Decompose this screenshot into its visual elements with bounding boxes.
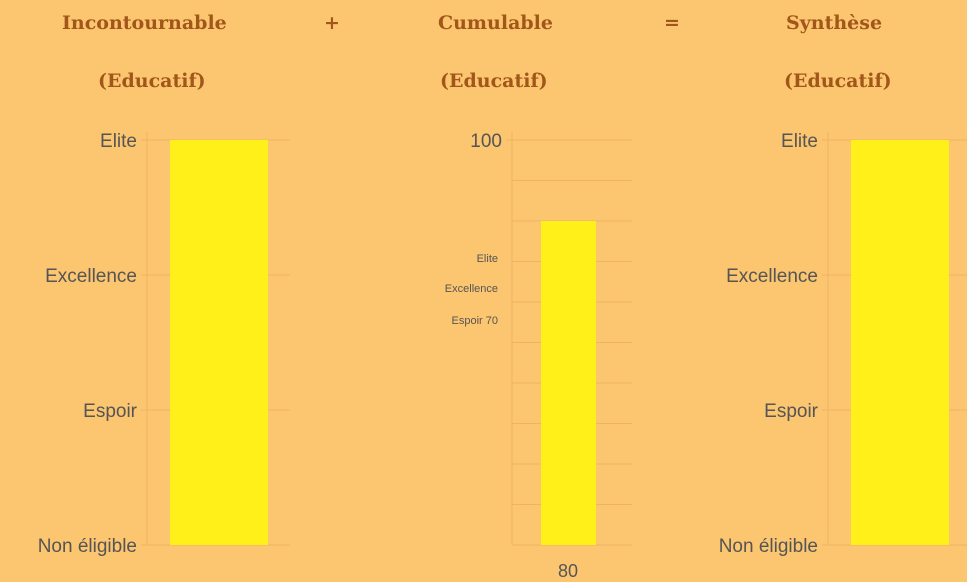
annotation-label: Elite xyxy=(477,253,498,265)
y-tick-label: Elite xyxy=(781,131,818,152)
y-tick-label: Elite xyxy=(100,131,137,152)
col2-subtitle: (Educatif) xyxy=(440,70,548,92)
col2-title: Cumulable xyxy=(438,12,553,34)
col1-title: Incontournable xyxy=(62,12,227,34)
y-tick-label: Non éligible xyxy=(38,536,137,557)
plus-sign: + xyxy=(324,12,340,34)
bar xyxy=(851,140,949,545)
x-tick-label: 80 xyxy=(558,561,578,581)
y-tick-label: Espoir xyxy=(764,401,819,422)
bar xyxy=(170,140,268,545)
bar xyxy=(541,221,596,545)
annotation-label: Espoir 70 xyxy=(452,315,498,327)
equals-sign: = xyxy=(664,12,680,34)
y-tick-label: Espoir xyxy=(83,401,138,422)
col1-subtitle: (Educatif) xyxy=(98,70,206,92)
col3-title: Synthèse xyxy=(786,12,883,34)
y-tick-label: Excellence xyxy=(45,266,137,287)
annotation-label: Excellence xyxy=(445,283,498,295)
y-tick-label: 100 xyxy=(470,131,502,152)
col3-subtitle: (Educatif) xyxy=(784,70,892,92)
y-tick-label: Non éligible xyxy=(719,536,818,557)
y-tick-label: Excellence xyxy=(726,266,818,287)
